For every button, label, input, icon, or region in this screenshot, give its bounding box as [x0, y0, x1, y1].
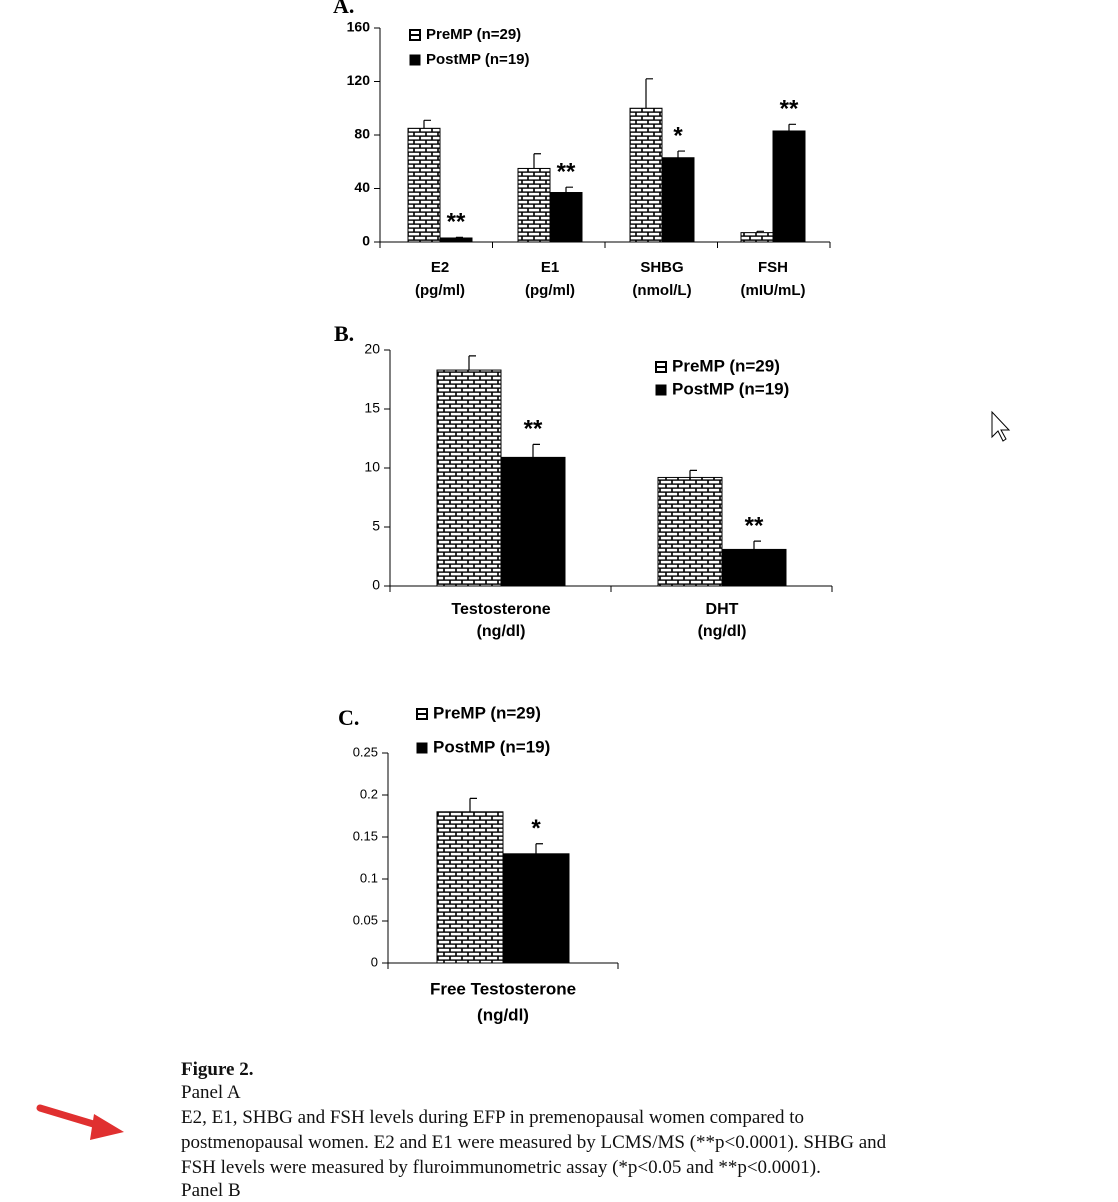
bar: [549, 192, 583, 243]
significance-label: **: [557, 159, 576, 186]
bar: [721, 548, 787, 587]
y-tick-label: 0: [371, 954, 378, 969]
x-tick-label: (pg/ml): [415, 282, 465, 299]
y-tick-label: 120: [347, 72, 371, 88]
bar: [436, 369, 502, 587]
x-tick-label: SHBG: [640, 259, 683, 276]
bar: [439, 237, 473, 243]
caption-line: E2, E1, SHBG and FSH levels during EFP i…: [181, 1107, 805, 1128]
panel-title: B.: [334, 321, 354, 346]
y-tick-label: 40: [354, 179, 370, 195]
y-tick-label: 80: [354, 126, 370, 142]
error-bar: [468, 355, 476, 371]
y-tick-label: 15: [364, 400, 380, 416]
legend-label: PreMP (n=29): [433, 703, 541, 722]
y-tick-label: 0.15: [353, 828, 378, 843]
error-bar: [753, 540, 761, 550]
error-bar: [532, 443, 540, 458]
error-bar: [455, 236, 463, 238]
x-tick-label: DHT: [706, 601, 739, 618]
x-tick-label: (ng/dl): [698, 623, 747, 640]
error-bar: [469, 797, 477, 812]
figure-label: Figure 2.: [181, 1059, 254, 1080]
error-bar: [423, 119, 431, 129]
legend-swatch: [409, 54, 421, 66]
bar: [502, 853, 570, 964]
red-arrow: [36, 1104, 124, 1140]
significance-label: **: [447, 209, 466, 236]
caption-line: FSH levels were measured by fluroimmunom…: [181, 1157, 821, 1178]
bar: [661, 157, 695, 243]
legend-label: PreMP (n=29): [426, 26, 521, 43]
legend-swatch: [655, 384, 667, 396]
y-tick-label: 0.25: [353, 744, 378, 759]
significance-label: **: [524, 416, 543, 443]
bar: [740, 232, 774, 243]
legend-label: PostMP (n=19): [433, 737, 550, 756]
panel-title: C.: [338, 705, 359, 730]
significance-label: **: [780, 96, 799, 123]
x-tick-label: (ng/dl): [477, 623, 526, 640]
y-tick-label: 0: [362, 233, 370, 249]
x-tick-label: (ng/dl): [477, 1005, 529, 1024]
x-tick-label: (pg/ml): [525, 282, 575, 299]
panel-title: A.: [333, 0, 354, 18]
legend-swatch: [416, 742, 428, 754]
x-tick-label: Testosterone: [451, 601, 550, 618]
error-bar: [533, 153, 541, 169]
y-tick-label: 0.2: [360, 786, 378, 801]
error-bar: [756, 230, 764, 233]
error-bar: [689, 469, 697, 478]
bar: [772, 130, 806, 243]
significance-label: *: [673, 122, 683, 149]
panel-label: Panel A: [181, 1082, 241, 1103]
significance-label: **: [745, 513, 764, 540]
bar: [500, 456, 566, 587]
x-tick-label: FSH: [758, 259, 788, 276]
x-tick-label: Free Testosterone: [430, 979, 576, 998]
x-tick-label: E2: [431, 259, 449, 276]
bar: [517, 167, 551, 243]
panel-label: Panel B: [181, 1180, 241, 1201]
error-bar: [788, 123, 796, 131]
y-tick-label: 160: [347, 19, 371, 35]
x-tick-label: (mIU/mL): [741, 282, 806, 299]
y-tick-label: 0.1: [360, 870, 378, 885]
bar: [657, 476, 723, 587]
error-bar: [535, 843, 543, 854]
x-tick-label: E1: [541, 259, 559, 276]
error-bar: [677, 150, 685, 158]
y-tick-label: 5: [372, 518, 380, 534]
y-tick-label: 10: [364, 459, 380, 475]
caption-line: postmenopausal women. E2 and E1 were mea…: [181, 1132, 887, 1153]
legend-label: PostMP (n=19): [426, 51, 530, 68]
mouse-cursor: [991, 410, 1011, 442]
bar: [407, 127, 441, 243]
significance-label: *: [531, 815, 541, 842]
y-tick-label: 20: [364, 341, 380, 357]
y-tick-label: 0.05: [353, 912, 378, 927]
bar: [436, 811, 504, 964]
legend-label: PreMP (n=29): [672, 356, 780, 375]
error-bar: [565, 186, 573, 193]
error-bar: [645, 78, 653, 109]
legend-label: PostMP (n=19): [672, 379, 789, 398]
bar: [629, 107, 663, 243]
y-tick-label: 0: [372, 577, 380, 593]
x-tick-label: (nmol/L): [632, 282, 691, 299]
